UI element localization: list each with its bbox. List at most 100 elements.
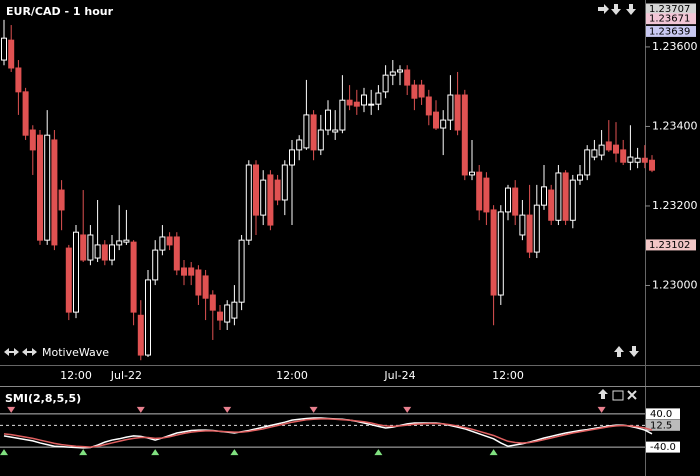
candle-body	[58, 189, 65, 211]
pane-menu-icon[interactable]	[612, 390, 624, 401]
candle-body	[577, 174, 583, 181]
candle-body	[51, 139, 58, 246]
level-tag	[646, 441, 680, 453]
candle-body	[289, 149, 295, 166]
sell-signal	[403, 406, 412, 413]
buy-signal	[489, 449, 498, 456]
candle-body	[584, 149, 591, 176]
candle-body	[310, 114, 317, 151]
candle-body	[483, 177, 490, 213]
candle-body	[22, 91, 29, 136]
pane-up-icon[interactable]	[598, 389, 608, 399]
chart-title: EUR/CAD - 1 hour	[6, 5, 114, 18]
scroll-down-icon[interactable]	[611, 4, 621, 15]
indicator-line	[3, 418, 653, 448]
y-tick-label: -40.0	[650, 442, 676, 453]
candle-body	[209, 294, 216, 311]
y-tick-label: 1.23600	[652, 40, 698, 53]
candle-body	[411, 84, 418, 99]
candle-body	[145, 279, 151, 356]
price-tag	[646, 25, 696, 37]
candle-body	[181, 267, 187, 276]
candle-body	[224, 304, 231, 323]
candle-body	[562, 172, 569, 221]
zoom-down-icon[interactable]	[629, 346, 639, 357]
candle-body	[641, 157, 648, 163]
candle-body	[389, 71, 396, 76]
y-tick-label: 12.5	[650, 420, 672, 431]
candle-body	[303, 114, 310, 149]
candle-body	[346, 99, 353, 106]
price-tag-label: 1.23671	[649, 14, 690, 25]
candle-body	[101, 244, 108, 261]
candle-body	[116, 240, 123, 246]
candle-body	[461, 94, 468, 176]
candle-body	[533, 204, 540, 253]
sell-signal	[7, 406, 16, 413]
candle-body	[476, 171, 483, 211]
candle-body	[569, 179, 576, 221]
candle-body	[87, 234, 94, 261]
sell-signal	[136, 406, 145, 413]
buy-signal	[151, 449, 160, 456]
candle-body	[375, 92, 382, 105]
x-tick-label: 12:00	[60, 369, 92, 382]
candle-body	[37, 134, 43, 241]
scroll-down-icon[interactable]	[626, 4, 636, 15]
scroll-right-icon[interactable]	[598, 4, 609, 14]
price-tag-label: 1.23102	[649, 240, 690, 251]
y-tick-label: 1.23000	[652, 278, 698, 291]
y-tick-label: 1.23400	[652, 119, 698, 132]
candle-body	[397, 69, 403, 73]
candle-body	[469, 171, 475, 176]
price-tag-label: 1.23639	[649, 26, 690, 37]
candle-body	[260, 179, 267, 216]
candle-body	[418, 84, 425, 98]
candle-body	[217, 311, 223, 321]
candle-body	[634, 157, 641, 163]
toolbar-icons[interactable]	[4, 4, 639, 401]
watermark: MotiveWave	[42, 346, 109, 359]
pan-icon[interactable]	[22, 348, 37, 356]
candle-body	[29, 129, 36, 151]
candle-body	[382, 74, 389, 93]
x-tick-label: 12:00	[276, 369, 308, 382]
candle-body	[317, 129, 324, 151]
buy-signal	[230, 449, 239, 456]
candle-body	[44, 134, 51, 241]
y-tick-label: 1.23200	[652, 199, 698, 212]
sell-signal	[309, 406, 318, 413]
candle-body	[454, 94, 461, 131]
buy-signal	[79, 449, 88, 456]
candle-body	[80, 234, 87, 261]
price-tag-label: 1.23707	[649, 4, 690, 15]
candle-body	[73, 231, 79, 313]
pan-icon[interactable]	[4, 348, 19, 356]
sell-signal	[597, 406, 606, 413]
candle-body	[425, 96, 432, 116]
candle-body	[94, 244, 101, 259]
pane-title: SMI(2,8,5,5)	[5, 392, 81, 405]
candle-body	[353, 101, 360, 107]
candle-body	[325, 109, 331, 131]
candle-body	[541, 186, 547, 206]
candle-body	[231, 301, 238, 319]
buy-signal	[374, 449, 383, 456]
candle-body	[65, 247, 72, 313]
candle-body	[159, 236, 166, 251]
candle-body	[15, 67, 22, 93]
pane-close-icon[interactable]	[627, 390, 637, 400]
price-tag	[646, 13, 696, 25]
candle-body	[253, 164, 259, 216]
candle-body	[296, 139, 303, 151]
candle-body	[368, 103, 375, 106]
candle-body	[620, 149, 627, 163]
level-tag	[646, 408, 680, 420]
zoom-up-icon[interactable]	[614, 346, 624, 357]
price-tag	[646, 239, 696, 251]
candle-body	[512, 187, 519, 216]
candle-body	[332, 129, 339, 133]
candle-body	[555, 172, 562, 221]
